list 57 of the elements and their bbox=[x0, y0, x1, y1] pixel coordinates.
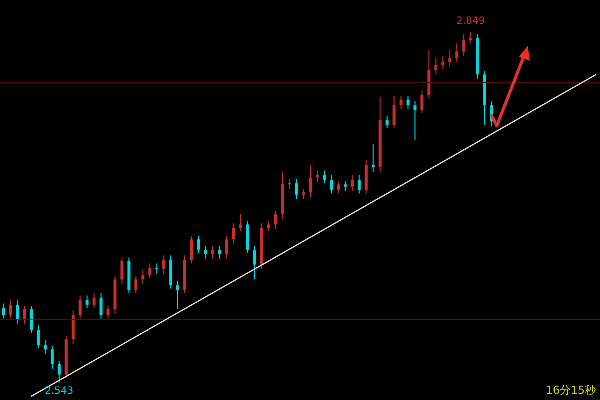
candlestick bbox=[232, 223, 236, 245]
candlestick bbox=[50, 346, 54, 370]
candlestick bbox=[120, 257, 124, 285]
candlestick bbox=[267, 220, 270, 232]
candlestick bbox=[344, 180, 347, 192]
candlestick bbox=[148, 263, 152, 280]
candlestick bbox=[134, 276, 138, 294]
candlestick bbox=[16, 300, 20, 325]
candlestick bbox=[400, 96, 403, 110]
candlestick bbox=[100, 292, 103, 320]
candlestick bbox=[36, 325, 40, 349]
candlestick bbox=[420, 90, 424, 114]
candlestick bbox=[442, 56, 445, 70]
candlestick bbox=[86, 295, 89, 309]
candlestick bbox=[190, 236, 194, 264]
annotation: 2.849 bbox=[456, 16, 486, 28]
candlestick bbox=[406, 96, 410, 110]
candlestick bbox=[456, 43, 459, 63]
candlestick bbox=[350, 174, 354, 192]
candlestick bbox=[295, 178, 298, 200]
candlestick bbox=[78, 295, 82, 320]
candlestick bbox=[434, 58, 438, 76]
candlestick bbox=[358, 174, 361, 194]
candlestick bbox=[225, 236, 228, 260]
candlestick bbox=[323, 170, 326, 184]
candlestick bbox=[106, 306, 110, 320]
candlestick bbox=[92, 292, 96, 309]
candlestick bbox=[302, 188, 306, 200]
candlestick bbox=[253, 246, 256, 280]
candlestick bbox=[462, 34, 466, 57]
annotation: 2.543 bbox=[44, 386, 75, 397]
candlestick bbox=[176, 280, 180, 310]
text: 16分15秒 bbox=[546, 383, 596, 398]
candlestick bbox=[386, 115, 389, 129]
candlestick bbox=[44, 340, 47, 355]
candlestick bbox=[372, 144, 375, 173]
candlestick bbox=[218, 246, 222, 260]
candlestick bbox=[30, 306, 33, 334]
candlestick bbox=[2, 303, 6, 320]
candlestick bbox=[392, 96, 396, 129]
candlestick bbox=[23, 306, 26, 325]
candlestick bbox=[142, 270, 145, 285]
candlestick bbox=[211, 246, 214, 260]
candlestick bbox=[58, 360, 61, 384]
candlestick bbox=[316, 170, 320, 183]
candlestick bbox=[336, 180, 340, 194]
candlestick bbox=[448, 50, 452, 68]
candlestick bbox=[204, 246, 208, 260]
candlestick bbox=[470, 32, 473, 44]
candlestick bbox=[414, 100, 417, 140]
candlestick bbox=[330, 174, 333, 194]
candlestick bbox=[197, 236, 200, 254]
candlestick bbox=[309, 164, 312, 198]
candlestick bbox=[9, 300, 12, 320]
candlestick bbox=[162, 255, 166, 274]
candlestick bbox=[239, 214, 242, 232]
candlestick bbox=[274, 210, 278, 230]
